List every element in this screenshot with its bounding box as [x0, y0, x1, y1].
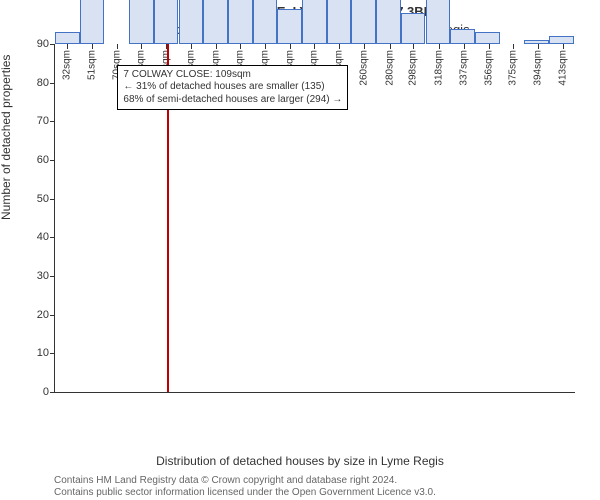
ytick-mark [50, 392, 55, 393]
histogram-bar [154, 0, 179, 44]
histogram-bar [475, 32, 500, 44]
histogram-bar [524, 40, 549, 44]
ytick-label: 30 [37, 270, 49, 282]
xtick-label: 413sqm [557, 50, 568, 86]
xtick-mark [513, 44, 514, 49]
xtick-label: 260sqm [358, 50, 369, 86]
xtick-mark [117, 44, 118, 49]
histogram-bar [179, 0, 204, 44]
xtick-label: 337sqm [458, 50, 469, 86]
x-axis-label: Distribution of detached houses by size … [0, 454, 600, 468]
xtick-mark [390, 44, 391, 49]
xtick-mark [364, 44, 365, 49]
histogram-bar [253, 0, 278, 44]
histogram-bar [55, 32, 80, 44]
plot-area: 0102030405060708090 32sqm51sqm70sqm89sqm… [54, 44, 575, 393]
histogram-bar [129, 0, 154, 44]
ytick-label: 40 [37, 231, 49, 243]
annotation-line1: 7 COLWAY CLOSE: 109sqm [123, 69, 342, 82]
ytick-label: 70 [37, 115, 49, 127]
xtick-mark [314, 44, 315, 49]
xtick-mark [489, 44, 490, 49]
xtick-mark [413, 44, 414, 49]
histogram-bar [228, 0, 253, 44]
histogram-bar [450, 29, 475, 44]
xtick-mark [141, 44, 142, 49]
histogram-bar [277, 9, 302, 44]
xtick-label: 32sqm [62, 50, 73, 80]
ytick-mark [50, 121, 55, 122]
ytick-label: 20 [37, 309, 49, 321]
xtick-label: 51sqm [87, 50, 98, 80]
ytick-mark [50, 83, 55, 84]
xtick-label: 298sqm [408, 50, 419, 86]
annotation-line2: ← 31% of detached houses are smaller (13… [123, 81, 342, 94]
xtick-mark [538, 44, 539, 49]
ytick-label: 10 [37, 347, 49, 359]
xtick-label: 318sqm [434, 50, 445, 86]
ytick-mark [50, 160, 55, 161]
histogram-bar [376, 0, 401, 44]
xtick-mark [92, 44, 93, 49]
footnote-1: Contains HM Land Registry data © Crown c… [54, 475, 397, 486]
xtick-mark [290, 44, 291, 49]
xtick-mark [240, 44, 241, 49]
annotation-box: 7 COLWAY CLOSE: 109sqm ← 31% of detached… [117, 65, 348, 111]
xtick-mark [339, 44, 340, 49]
ytick-mark [50, 353, 55, 354]
ytick-mark [50, 44, 55, 45]
ytick-label: 90 [37, 38, 49, 50]
y-axis-label: Number of detached properties [0, 55, 13, 220]
ytick-mark [50, 315, 55, 316]
annotation-line3: 68% of semi-detached houses are larger (… [123, 94, 342, 107]
xtick-label: 375sqm [508, 50, 519, 86]
histogram-bar [351, 0, 376, 44]
histogram-bar [80, 0, 105, 44]
xtick-mark [563, 44, 564, 49]
histogram-bar [549, 36, 574, 44]
xtick-label: 356sqm [483, 50, 494, 86]
histogram-bar [426, 0, 451, 44]
ytick-mark [50, 237, 55, 238]
xtick-mark [216, 44, 217, 49]
histogram-bar [401, 13, 426, 44]
histogram-bar [203, 0, 228, 44]
xtick-mark [464, 44, 465, 49]
xtick-mark [67, 44, 68, 49]
ytick-label: 60 [37, 154, 49, 166]
histogram-bar [327, 0, 352, 44]
xtick-mark [265, 44, 266, 49]
xtick-mark [439, 44, 440, 49]
footnote-2: Contains public sector information licen… [54, 487, 436, 498]
xtick-label: 394sqm [532, 50, 543, 86]
ytick-label: 80 [37, 77, 49, 89]
ytick-mark [50, 199, 55, 200]
ytick-mark [50, 276, 55, 277]
ytick-label: 0 [43, 386, 49, 398]
histogram-bar [302, 0, 327, 44]
ytick-label: 50 [37, 193, 49, 205]
xtick-mark [191, 44, 192, 49]
xtick-label: 280sqm [384, 50, 395, 86]
